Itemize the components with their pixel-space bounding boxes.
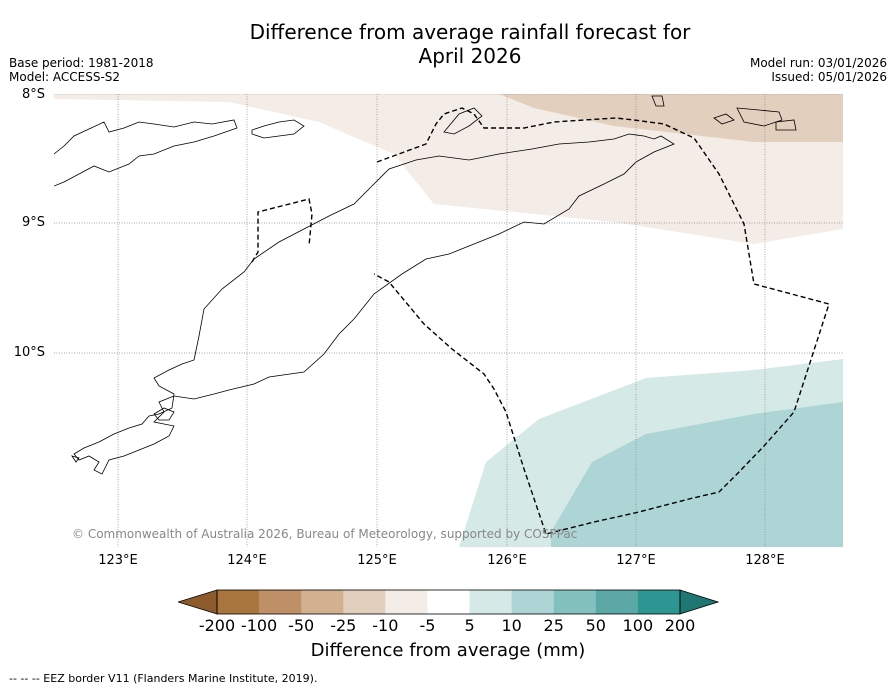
colorbar-tick-label: 25 [543, 616, 564, 635]
model-run: Model run: 03/01/2026 [749, 56, 887, 70]
base-period: Base period: 1981-2018 [9, 56, 154, 70]
lon-label-127e: 127°E [616, 553, 656, 568]
lon-label-124e: 124°E [227, 553, 267, 568]
lat-label-9s: 9°S [21, 215, 45, 230]
dry-region-light [54, 94, 843, 244]
wetar-coast [443, 107, 483, 135]
colorbar [178, 589, 719, 615]
colorbar-label: Difference from average (mm) [310, 640, 586, 661]
islet-1 [651, 95, 665, 107]
eez-border-north [373, 107, 830, 535]
lon-label-123e: 123°E [98, 553, 138, 568]
colorbar-tick-label: 5 [464, 616, 475, 635]
meta-left: Base period: 1981-2018 Model: ACCESS-S2 [9, 56, 154, 84]
lat-label-8s: 8°S [21, 87, 45, 102]
colorbar-cell [259, 590, 302, 614]
colorbar-arrow-high [679, 589, 719, 615]
lon-label-128e: 128°E [745, 553, 785, 568]
colorbar-cell [553, 590, 597, 614]
rote-coast [153, 407, 175, 421]
colorbar-tick-label: 10 [501, 616, 522, 635]
colorbar-tick-label: -10 [372, 616, 399, 635]
graticule [54, 94, 843, 547]
colorbar-tick-label: 200 [664, 616, 696, 635]
eez-legend-note: -- -- -- EEZ border V11 (Flanders Marine… [9, 672, 318, 685]
chart-title: Difference from average rainfall forecas… [0, 20, 896, 68]
islet-3 [736, 107, 783, 127]
lon-label-126e: 126°E [487, 553, 527, 568]
colorbar-cell [343, 590, 386, 614]
colorbar-arrow-low [178, 589, 218, 615]
alor-coast [251, 119, 305, 139]
colorbar-tick-label: -50 [288, 616, 315, 635]
colorbar-cell [595, 590, 639, 614]
colorbar-tick-label: -100 [240, 616, 278, 635]
colorbar-cell [427, 590, 470, 614]
colorbar-frame [216, 589, 681, 615]
title-line-2: April 2026 [418, 44, 522, 68]
islet-4 [775, 119, 797, 131]
colorbar-cell [301, 590, 344, 614]
eez-border-west [251, 198, 313, 263]
colorbar-tick-label: -25 [330, 616, 357, 635]
title-line-1: Difference from average rainfall forecas… [249, 20, 691, 44]
colorbar-cell [217, 590, 260, 614]
colorbar-tick-label: -5 [419, 616, 436, 635]
issued-date: Issued: 05/01/2026 [771, 70, 887, 84]
islet-2 [713, 113, 735, 125]
copyright-notice: © Commonwealth of Australia 2026, Bureau… [72, 527, 578, 541]
dry-region-medium [499, 94, 843, 142]
colorbar-cell [469, 590, 513, 614]
colorbar-cell [385, 590, 428, 614]
colorbar-tick-label: 100 [622, 616, 654, 635]
colorbar-tick-label: -200 [198, 616, 236, 635]
colorbar-cell [637, 590, 681, 614]
flores-coast [54, 119, 238, 187]
colorbar-tick-label: 50 [585, 616, 606, 635]
model-name: Model: ACCESS-S2 [9, 70, 121, 84]
eez-borders [251, 107, 830, 535]
lat-label-10s: 10°S [13, 345, 45, 360]
meta-right: Model run: 03/01/2026 Issued: 05/01/2026 [750, 56, 887, 84]
coastlines [54, 95, 797, 475]
rainfall-map [54, 94, 843, 547]
lon-label-125e: 125°E [357, 553, 397, 568]
islet-5 [71, 455, 80, 463]
timor-coast [73, 133, 675, 475]
colorbar-cell [511, 590, 555, 614]
